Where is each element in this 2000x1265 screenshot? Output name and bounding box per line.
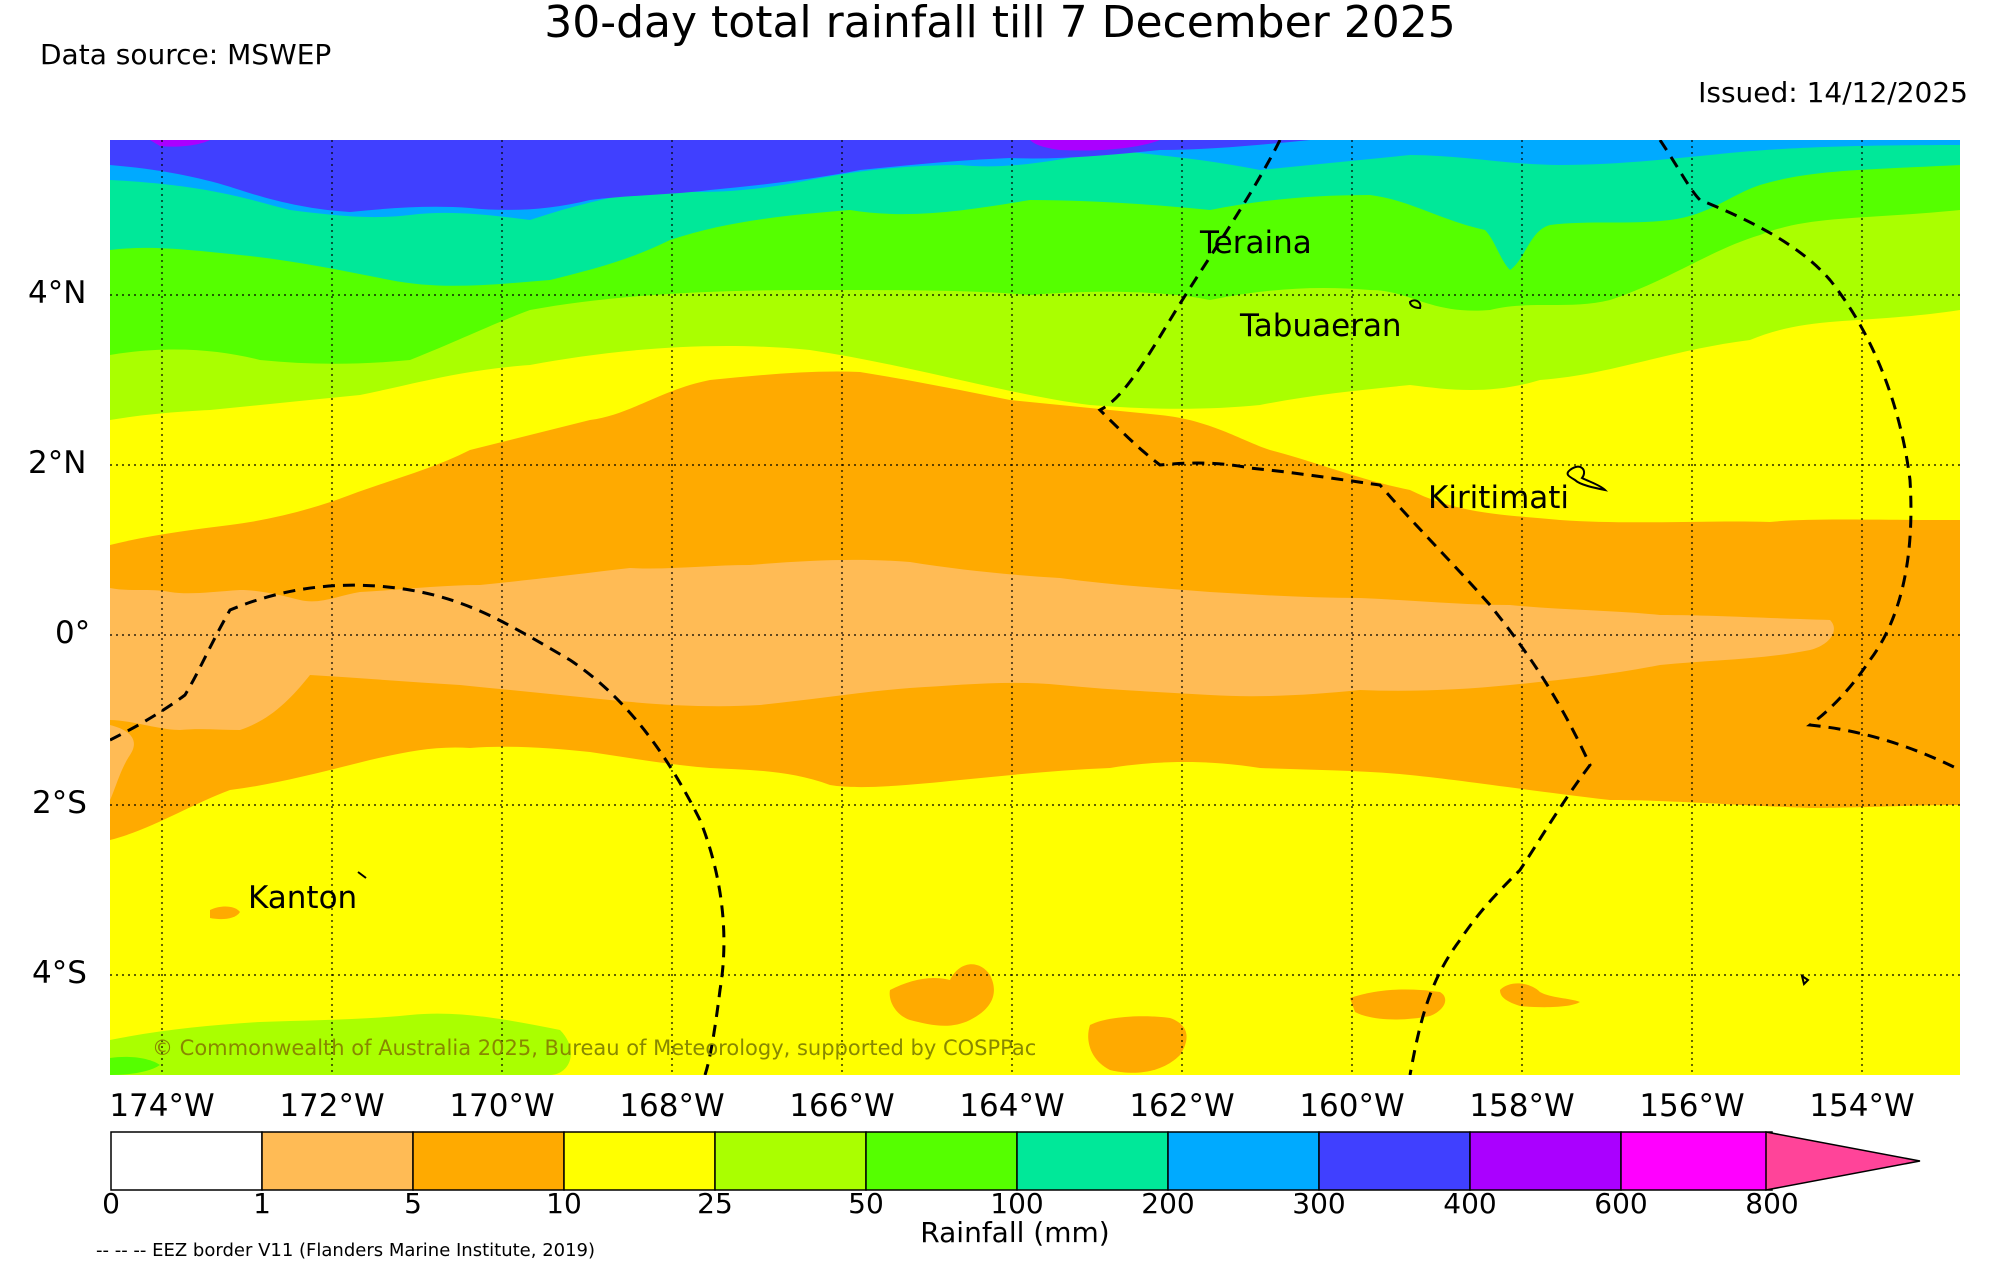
colorbar-tick-600: 600 — [1594, 1187, 1648, 1220]
colorbar-tick-800: 800 — [1745, 1187, 1799, 1220]
colorbar-arrow — [1765, 1131, 1921, 1191]
colorbar-segment-25 — [714, 1131, 867, 1191]
colorbar-tick-400: 400 — [1443, 1187, 1497, 1220]
band-400-600-north — [150, 140, 1160, 151]
colorbar-segment-50 — [865, 1131, 1018, 1191]
graticule — [110, 140, 1960, 1075]
band-1-5-west-patch — [110, 725, 134, 800]
colorbar-segments — [110, 1131, 1773, 1191]
issued-date: Issued: 14/12/2025 — [1698, 76, 1968, 109]
lon-label-166w: 166°W — [789, 1088, 895, 1124]
colorbar — [110, 1131, 1921, 1191]
place-kiritimati: Kiritimati — [1428, 480, 1570, 516]
copyright-notice: © Commonwealth of Australia 2025, Bureau… — [152, 1036, 1037, 1060]
lon-label-158w: 158°W — [1469, 1088, 1575, 1124]
band-5-10-south-patch-4 — [1500, 983, 1580, 1008]
data-source: Data source: MSWEP — [40, 38, 332, 71]
colorbar-tick-300: 300 — [1292, 1187, 1346, 1220]
band-1-5-equatorial — [110, 559, 1834, 730]
band-300-400-north — [110, 140, 1310, 212]
colorbar-segment-200 — [1167, 1131, 1320, 1191]
colorbar-segment-10 — [563, 1131, 716, 1191]
band-5-10-south-patch-1 — [889, 964, 994, 1026]
lat-label-2s: 2°S — [32, 785, 87, 821]
lon-label-172w: 172°W — [279, 1088, 385, 1124]
colorbar-tick-0: 0 — [102, 1187, 120, 1220]
lat-label-2n: 2°N — [28, 445, 87, 481]
colorbar-segment-300 — [1318, 1131, 1471, 1191]
colorbar-segment-0 — [110, 1131, 263, 1191]
colorbar-tick-100: 100 — [990, 1187, 1044, 1220]
lon-label-170w: 170°W — [449, 1088, 555, 1124]
colorbar-tick-200: 200 — [1141, 1187, 1195, 1220]
lon-label-174w: 174°W — [109, 1088, 215, 1124]
island-outlines — [357, 299, 1810, 986]
band-5-10-south-patch-2 — [1088, 1016, 1187, 1073]
rainfall-map-canvas — [110, 140, 1960, 1075]
lat-label-4s: 4°S — [32, 955, 87, 991]
colorbar-tick-10: 10 — [546, 1187, 582, 1220]
lon-label-160w: 160°W — [1299, 1088, 1405, 1124]
colorbar-segment-5 — [412, 1131, 565, 1191]
colorbar-segment-400 — [1469, 1131, 1622, 1191]
lon-label-164w: 164°W — [959, 1088, 1065, 1124]
lon-label-168w: 168°W — [619, 1088, 725, 1124]
band-50-100-south-patch — [110, 1056, 160, 1075]
rainfall-map — [110, 140, 1960, 1075]
eez-borders — [110, 140, 1960, 1075]
place-tabuaeran: Tabuaeran — [1240, 308, 1402, 344]
colorbar-tick-50: 50 — [848, 1187, 884, 1220]
eez-legend-note: -- -- -- EEZ border V11 (Flanders Marine… — [96, 1240, 596, 1261]
place-teraina: Teraina — [1200, 225, 1312, 261]
lat-label-4n: 4°N — [28, 275, 87, 311]
lat-label-0: 0° — [55, 615, 91, 651]
band-25-50-south-patch — [110, 1013, 571, 1075]
band-5-10-kanton-patch — [210, 906, 240, 920]
colorbar-tick-25: 25 — [697, 1187, 733, 1220]
map-title: 30-day total rainfall till 7 December 20… — [544, 0, 1456, 48]
lon-label-156w: 156°W — [1639, 1088, 1745, 1124]
colorbar-tick-1: 1 — [253, 1187, 271, 1220]
colorbar-segment-600 — [1620, 1131, 1773, 1191]
lon-label-154w: 154°W — [1809, 1088, 1915, 1124]
colorbar-segment-100 — [1016, 1131, 1169, 1191]
place-kanton: Kanton — [248, 880, 358, 916]
colorbar-segment-1 — [261, 1131, 414, 1191]
colorbar-label: Rainfall (mm) — [920, 1216, 1110, 1249]
band-5-10-south-patch-3 — [1350, 989, 1446, 1020]
lon-label-162w: 162°W — [1129, 1088, 1235, 1124]
colorbar-tick-5: 5 — [404, 1187, 422, 1220]
